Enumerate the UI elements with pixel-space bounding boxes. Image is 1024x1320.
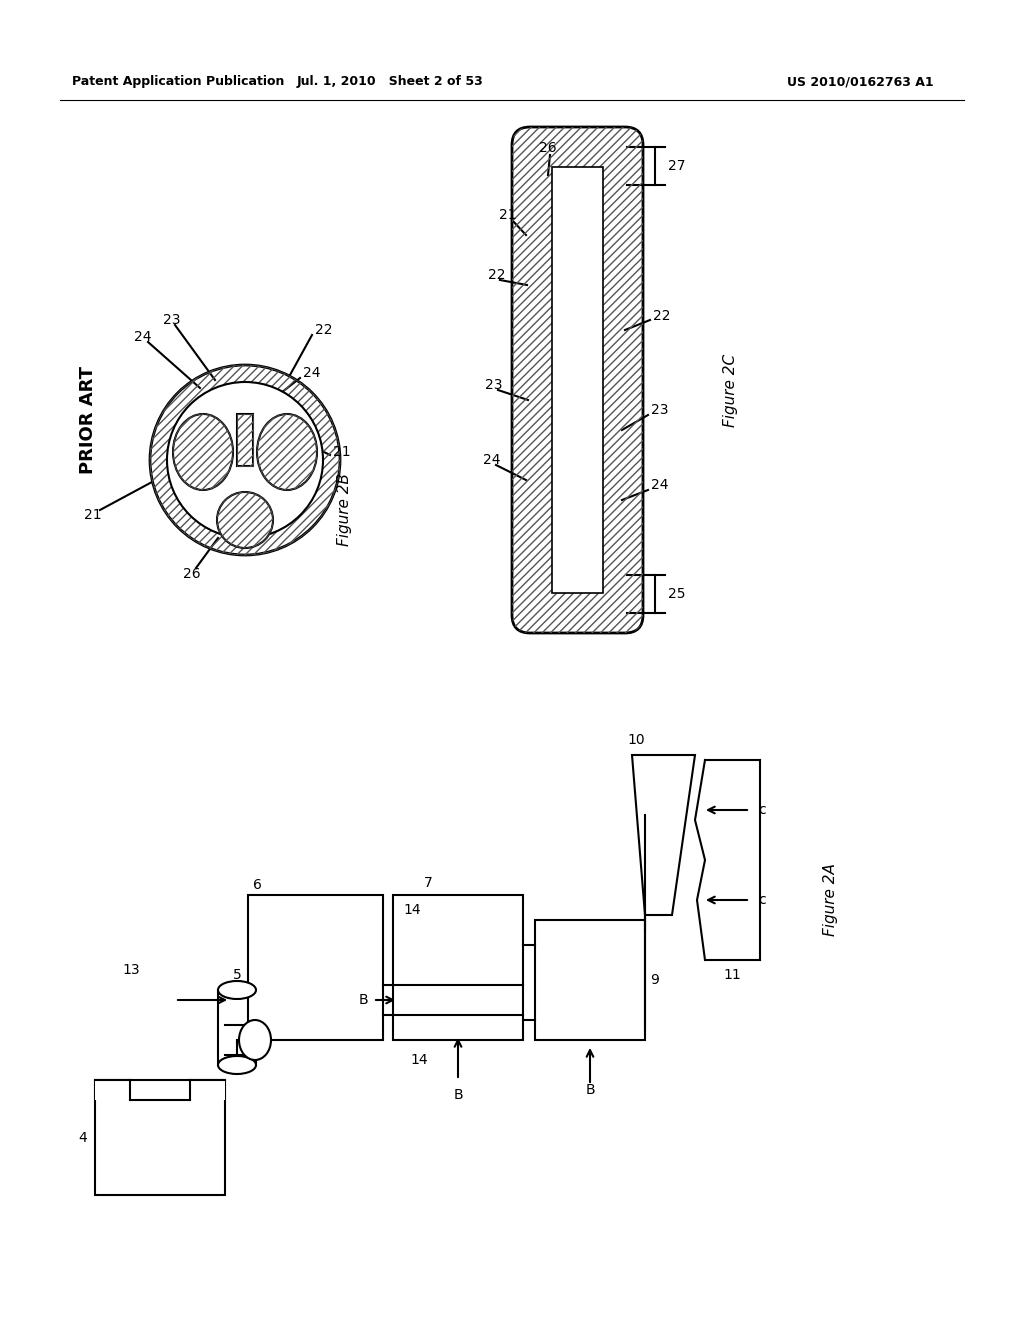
Text: 24: 24	[303, 366, 321, 380]
Text: 14: 14	[411, 1053, 428, 1067]
Ellipse shape	[218, 1056, 256, 1074]
Text: 7: 7	[424, 876, 432, 890]
Text: 22: 22	[488, 268, 506, 282]
Circle shape	[150, 366, 340, 554]
Text: Figure 2A: Figure 2A	[822, 863, 838, 936]
Text: Figure 2B: Figure 2B	[338, 474, 352, 546]
Text: 5: 5	[232, 968, 242, 982]
Text: 25: 25	[668, 587, 685, 601]
Text: 13: 13	[123, 964, 140, 977]
Bar	[190, 1080, 225, 1100]
Bar	[218, 990, 256, 1065]
Text: c: c	[758, 803, 766, 817]
Bar	[535, 920, 645, 1040]
Ellipse shape	[239, 1020, 271, 1060]
Text: 27: 27	[668, 158, 685, 173]
Text: 26: 26	[183, 568, 201, 581]
Ellipse shape	[257, 414, 317, 490]
Text: c: c	[758, 894, 766, 907]
Text: 24: 24	[134, 330, 152, 345]
Bar	[95, 1080, 130, 1100]
Text: 21: 21	[499, 209, 517, 222]
Bar	[95, 1080, 225, 1195]
Text: 14: 14	[403, 903, 421, 917]
Bar	[237, 414, 253, 466]
Text: B: B	[454, 1088, 463, 1102]
Text: 6: 6	[253, 878, 262, 892]
Text: 10: 10	[627, 733, 645, 747]
Text: 23: 23	[651, 403, 669, 417]
Text: 26: 26	[540, 141, 557, 154]
Bar	[552, 168, 603, 593]
Bar	[393, 895, 523, 1040]
Text: PRIOR ART: PRIOR ART	[79, 366, 97, 474]
Text: US 2010/0162763 A1: US 2010/0162763 A1	[786, 75, 933, 88]
Text: 24: 24	[651, 478, 669, 492]
Text: B: B	[585, 1082, 595, 1097]
Text: 7: 7	[307, 480, 315, 495]
Text: 11: 11	[724, 968, 741, 982]
Circle shape	[167, 381, 323, 539]
Text: 22: 22	[653, 309, 671, 323]
Bar	[248, 895, 383, 1040]
Ellipse shape	[173, 414, 233, 490]
Text: Jul. 1, 2010   Sheet 2 of 53: Jul. 1, 2010 Sheet 2 of 53	[297, 75, 483, 88]
Text: Patent Application Publication: Patent Application Publication	[72, 75, 285, 88]
Bar	[705, 760, 760, 960]
Text: 21: 21	[333, 445, 350, 459]
Text: 21: 21	[84, 508, 101, 521]
Text: B: B	[358, 993, 368, 1007]
Ellipse shape	[218, 981, 256, 999]
Text: 23: 23	[163, 313, 181, 327]
Bar	[237, 414, 253, 466]
Text: 24: 24	[483, 453, 501, 467]
Text: 22: 22	[315, 323, 333, 337]
Text: Figure 2C: Figure 2C	[723, 354, 737, 426]
Polygon shape	[632, 755, 695, 915]
Text: 23: 23	[485, 378, 503, 392]
FancyBboxPatch shape	[512, 127, 643, 634]
Text: 9: 9	[650, 973, 658, 987]
Text: 4: 4	[78, 1130, 87, 1144]
Circle shape	[217, 492, 273, 548]
